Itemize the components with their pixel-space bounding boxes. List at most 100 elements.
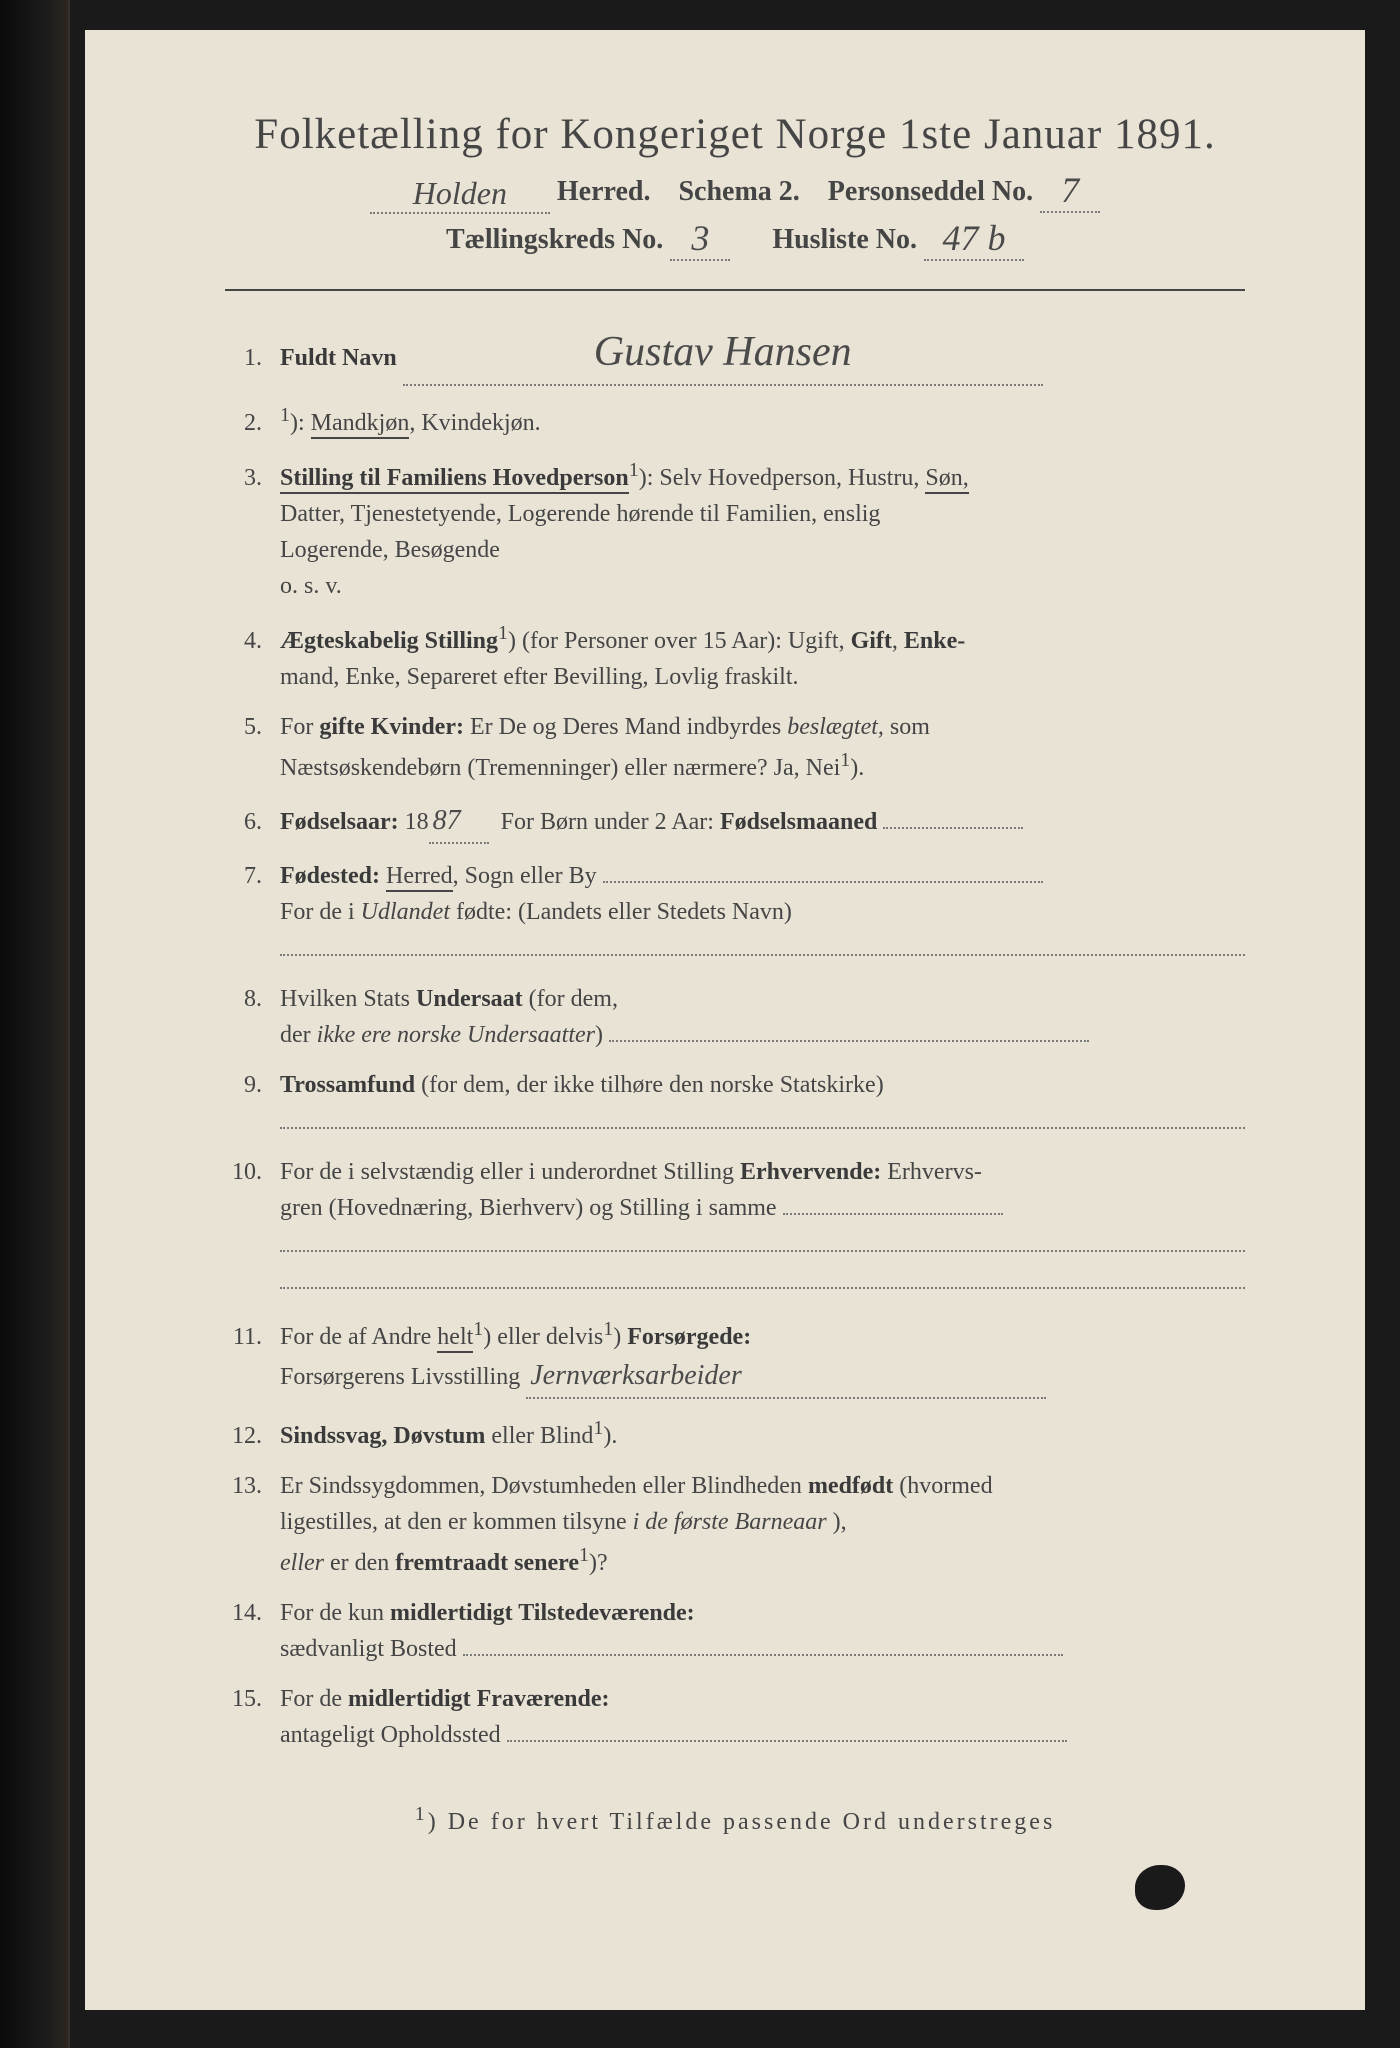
label: Stilling til Familiens Hovedperson [280,465,629,494]
row-14: 14. For de kun midlertidigt Tilstedevære… [225,1595,1245,1667]
page-title: Folketælling for Kongeriget Norge 1ste J… [225,110,1245,159]
fullname-handwritten: Gustav Hansen [594,329,852,375]
row-num: 7. [225,858,280,894]
footnote: 1) De for hvert Tilfælde passende Ord un… [225,1803,1245,1836]
bold1: gifte Kvinder: [319,714,464,740]
prefix: 18 [405,809,429,835]
row-13: 13. Er Sindssygdommen, Døvstumheden elle… [225,1468,1245,1581]
t3: som [890,714,930,740]
end: ). [850,755,864,781]
bold2: Fødselsmaaned [720,809,877,835]
divider [225,289,1245,291]
t1: For de [280,1686,348,1712]
row-num: 15. [225,1681,280,1717]
t1: For de kun [280,1600,390,1626]
husliste-label: Husliste No. [772,224,917,255]
t2: Erhvervs- [887,1159,982,1185]
row-num: 14. [225,1595,280,1631]
t1: For de i selvstændig eller i underordnet… [280,1159,740,1185]
bold: midlertidigt Tilstedeværende: [390,1600,695,1626]
ink-blot [1135,1865,1185,1910]
t1: For [280,714,319,740]
bold: Trossamfund [280,1072,415,1098]
label: Fødested: [280,863,380,889]
line3: Logerende, Besøgende [280,537,500,563]
sup: 1 [498,622,508,644]
l2a: ligestilles, at den er kommen tilsyne [280,1509,633,1535]
sup: 1 [593,1417,603,1439]
gift: Gift [851,628,892,654]
row-num: 5. [225,709,280,745]
label: Ægteskabelig Stilling [280,628,498,654]
blank-line [280,1109,1245,1129]
herred: Herred [386,863,453,892]
row-9: 9. Trossamfund (for dem, der ikke tilhør… [225,1067,1245,1140]
t1: Er Sindssygdommen, Døvstumheden eller Bl… [280,1473,808,1499]
blank [883,827,1023,829]
l2a: For de i [280,899,361,925]
sup: 1 [629,459,639,481]
sup: 1 [415,1803,428,1825]
row-num: 12. [225,1418,280,1454]
l2i: ikke ere norske Undersaatter [317,1022,595,1048]
line2: Datter, Tjenestetyende, Logerende hørend… [280,501,880,527]
t2: Er De og Deres Mand indbyrdes [470,714,787,740]
text: (for dem, der ikke tilhøre den norske St… [421,1072,884,1098]
t1: For de af Andre [280,1324,431,1350]
blank-line [280,1269,1245,1289]
bold: Undersaat [416,986,523,1012]
underlined: helt [437,1324,473,1353]
opts: Selv Hovedperson, Hustru, [659,465,925,491]
l2b: ), [833,1509,847,1535]
row-3: 3. Stilling til Familiens Hovedperson1):… [225,455,1245,604]
line2: antageligt Opholdssted [280,1722,501,1748]
end: ). [603,1423,617,1449]
row-5: 5. For gifte Kvinder: Er De og Deres Man… [225,709,1245,786]
personseddel-no: 7 [1040,169,1100,213]
year-hw: 87 [433,805,461,836]
l2b: fødte: (Landets eller Stedets Navn) [456,899,792,925]
herred-label: Herred. [557,176,651,207]
row-7: 7. Fødested: Herred, Sogn eller By For d… [225,858,1245,967]
row-10: 10. For de i selvstændig eller i underor… [225,1154,1245,1300]
bold: Sindssvag, Døvstum [280,1423,485,1449]
italic1: beslægtet, [787,714,884,740]
line2: Næstsøskendebørn (Tremenninger) eller næ… [280,755,840,781]
t3: ) [613,1324,627,1350]
opt-kvindekjon: Kvindekjøn. [421,410,540,436]
bold: midlertidigt Fraværende: [348,1686,610,1712]
row-6: 6. Fødselsaar: 1887 For Børn under 2 Aar… [225,800,1245,844]
blank-line [280,936,1245,956]
paren: ) (for Personer over 15 Aar): Ugift, [508,628,851,654]
sup: 1 [579,1544,589,1566]
row-num: 6. [225,804,280,840]
bold1: Erhvervende: [740,1159,881,1185]
row-8: 8. Hvilken Stats Undersaat (for dem, der… [225,981,1245,1053]
row-num: 9. [225,1067,280,1103]
l3b: fremtraadt senere [395,1550,579,1576]
row-15: 15. For de midlertidigt Fraværende: anta… [225,1681,1245,1753]
line4: o. s. v. [280,573,342,599]
bold: Forsørgede: [627,1324,751,1350]
l2label: Forsørgerens Livsstilling [280,1364,520,1390]
blank [783,1213,1003,1215]
row-2: 2. 1): Mandkjøn, Kvindekjøn. [225,400,1245,441]
row-num: 13. [225,1468,280,1504]
blank [463,1654,1063,1656]
t2: (for dem, [529,986,618,1012]
t1: Hvilken Stats [280,986,416,1012]
l2a: der [280,1022,317,1048]
t2: ) eller delvis [483,1324,603,1350]
row-num: 3. [225,460,280,496]
sup1: 1 [473,1318,483,1340]
blank [507,1740,1067,1742]
opt-mandkjon: Mandkjøn [311,410,410,439]
line2: sædvanligt Bosted [280,1636,457,1662]
row-num: 4. [225,623,280,659]
sup: 1 [280,404,290,426]
row-num: 1. [225,340,280,376]
personseddel-label: Personseddel No. [828,176,1033,207]
header-line-1: Holden Herred. Schema 2. Personseddel No… [225,167,1245,211]
l2i: i de første Barneaar [633,1509,827,1535]
row-1: 1. Fuldt Navn Gustav Hansen [225,321,1245,386]
